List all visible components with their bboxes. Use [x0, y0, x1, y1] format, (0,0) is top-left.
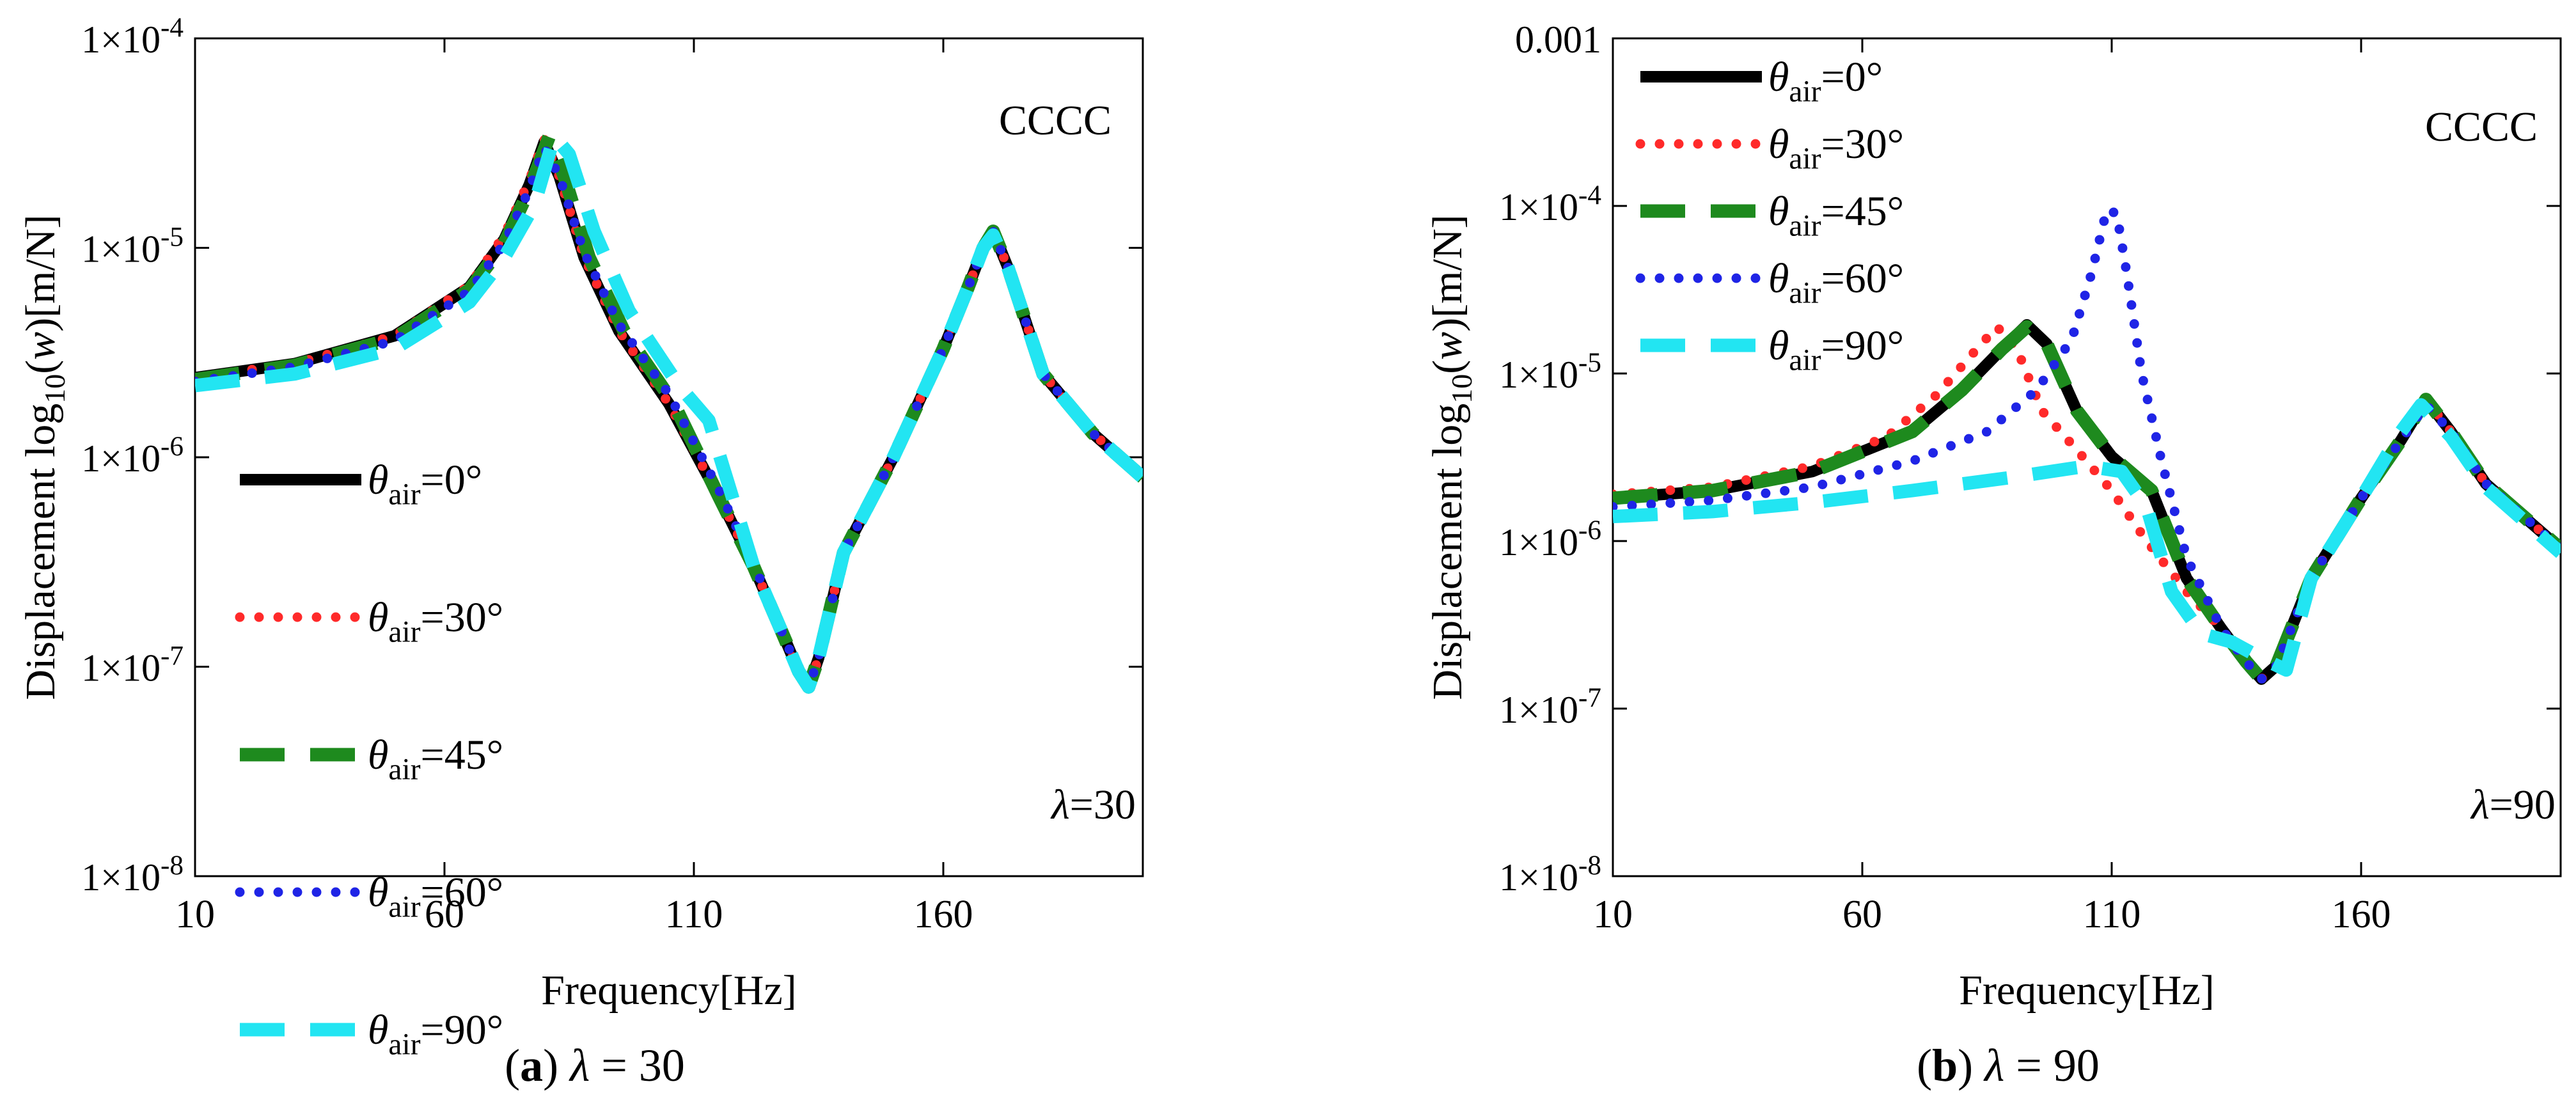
series-line-theta-60 [1613, 205, 2561, 684]
annotation-lambda: λ=30 [1050, 782, 1136, 828]
series-line-theta-0 [195, 136, 1143, 693]
x-axis-label: Frequency[Hz] [541, 967, 796, 1014]
annotation-lambda: λ=90 [2470, 782, 2556, 828]
annotation-boundary: CCCC [999, 97, 1111, 144]
legend-label: θair=60° [368, 869, 503, 924]
y-tick-label: 1×10-5 [1499, 348, 1601, 396]
legend-label: θair=30° [1768, 121, 1904, 176]
series-lines [195, 129, 1143, 694]
legend-label: θair=45° [1768, 188, 1904, 243]
legend-label: θair=60° [1768, 255, 1904, 310]
y-tick-label: 1×10-7 [81, 641, 184, 689]
legend-label: θair=30° [368, 594, 503, 649]
series-line-theta-45 [1613, 320, 2561, 686]
legend: θair=0° θair=30° θair=45° θair=60° θair=90° [1635, 54, 1904, 377]
x-tick-label: 60 [425, 893, 464, 936]
x-tick-label: 160 [914, 893, 973, 936]
y-tick-label: 1×10-6 [1499, 515, 1601, 563]
y-tick-label: 0.001 [1515, 19, 1601, 61]
x-tick-label: 60 [1842, 893, 1882, 936]
x-tick-label: 110 [665, 893, 723, 936]
legend-label: θair=0° [368, 457, 482, 512]
y-tick-label: 1×10-5 [81, 222, 184, 270]
legend-label: θair=0° [1768, 54, 1883, 109]
plot-frame [1612, 37, 2562, 877]
legend-label: θair=45° [368, 732, 503, 787]
x-tick-label: 10 [175, 893, 215, 936]
y-tick-label: 1×10-4 [1499, 180, 1601, 228]
x-axis-label: Frequency[Hz] [1959, 967, 2214, 1014]
y-tick-label: 1×10-4 [81, 13, 184, 61]
annotation-boundary: CCCC [2425, 104, 2538, 150]
panel-b: 10 60 110 160 1×10-8 1×10-7 1×10-6 1×10-5 1×10-4… [1424, 19, 2562, 1091]
series-lines [1613, 205, 2561, 686]
y-tick-label: 1×10-8 [81, 851, 184, 899]
panel-caption: (b) λ = 90 [1917, 1040, 2100, 1091]
y-axis-label: Displacement log10(w)[m/N] [1424, 214, 1478, 700]
series-line-theta-90 [1613, 398, 2561, 677]
series-line-theta-60 [195, 143, 1143, 692]
y-tick-label: 1×10-6 [81, 432, 184, 480]
series-line-theta-90 [195, 129, 1143, 694]
y-axis-label: Displacement log10(w)[m/N] [17, 214, 71, 700]
x-tick-label: 10 [1593, 893, 1633, 936]
panel-caption: (a) λ = 30 [505, 1040, 685, 1091]
legend-label: θair=90° [368, 1007, 503, 1062]
panel-a: 10 60 110 160 1×10-8 1×10-7 1×10-6 1×10-5 1×10-4… [17, 13, 1144, 1091]
x-tick-label: 160 [2332, 893, 2391, 936]
x-tick-label: 110 [2083, 893, 2141, 936]
y-tick-label: 1×10-8 [1499, 851, 1601, 899]
y-tick-label: 1×10-7 [1499, 683, 1601, 731]
legend-label: θair=90° [1768, 322, 1904, 377]
legend: θair=0° θair=30° θair=45° θair=60° θair=90° [235, 457, 503, 1062]
